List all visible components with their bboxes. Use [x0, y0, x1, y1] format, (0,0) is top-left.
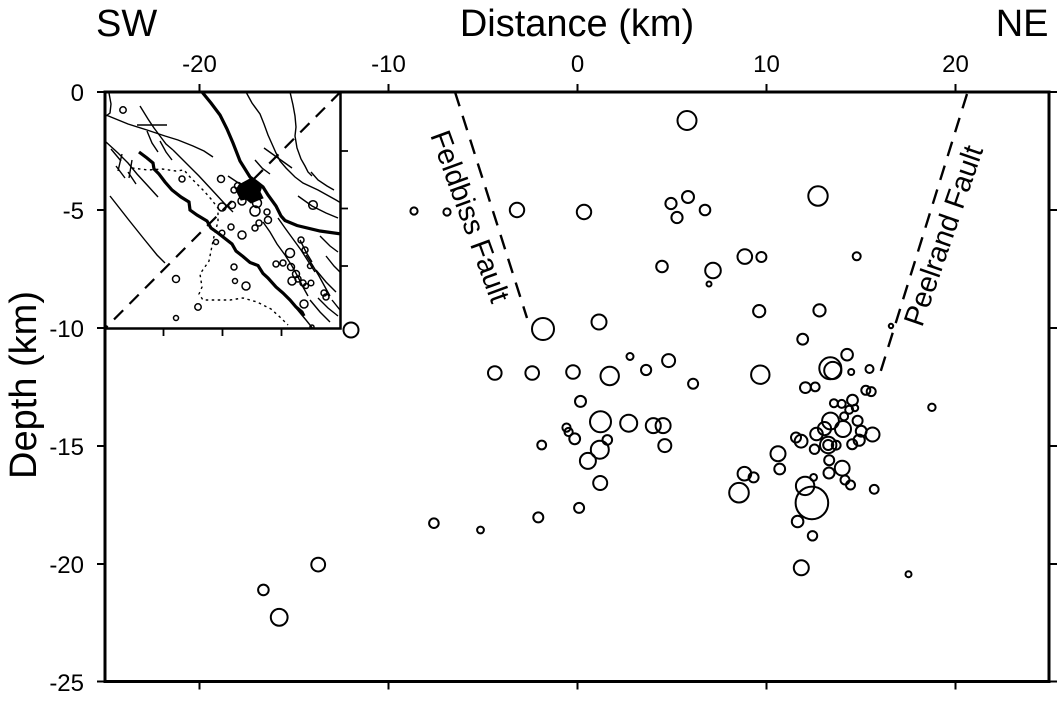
- svg-text:-15: -15: [49, 434, 84, 461]
- svg-text:0: 0: [571, 51, 584, 78]
- svg-text:Depth (km): Depth (km): [3, 291, 45, 479]
- svg-text:20: 20: [942, 51, 969, 78]
- svg-text:-10: -10: [49, 316, 84, 343]
- svg-text:0: 0: [71, 80, 84, 107]
- svg-text:-20: -20: [182, 51, 217, 78]
- svg-text:-25: -25: [49, 670, 84, 697]
- svg-text:SW: SW: [96, 3, 157, 45]
- svg-text:10: 10: [753, 51, 780, 78]
- svg-text:-10: -10: [371, 51, 406, 78]
- svg-text:-20: -20: [49, 552, 84, 579]
- svg-text:-5: -5: [63, 198, 84, 225]
- svg-text:Distance (km): Distance (km): [460, 3, 694, 45]
- svg-text:NE: NE: [996, 3, 1049, 45]
